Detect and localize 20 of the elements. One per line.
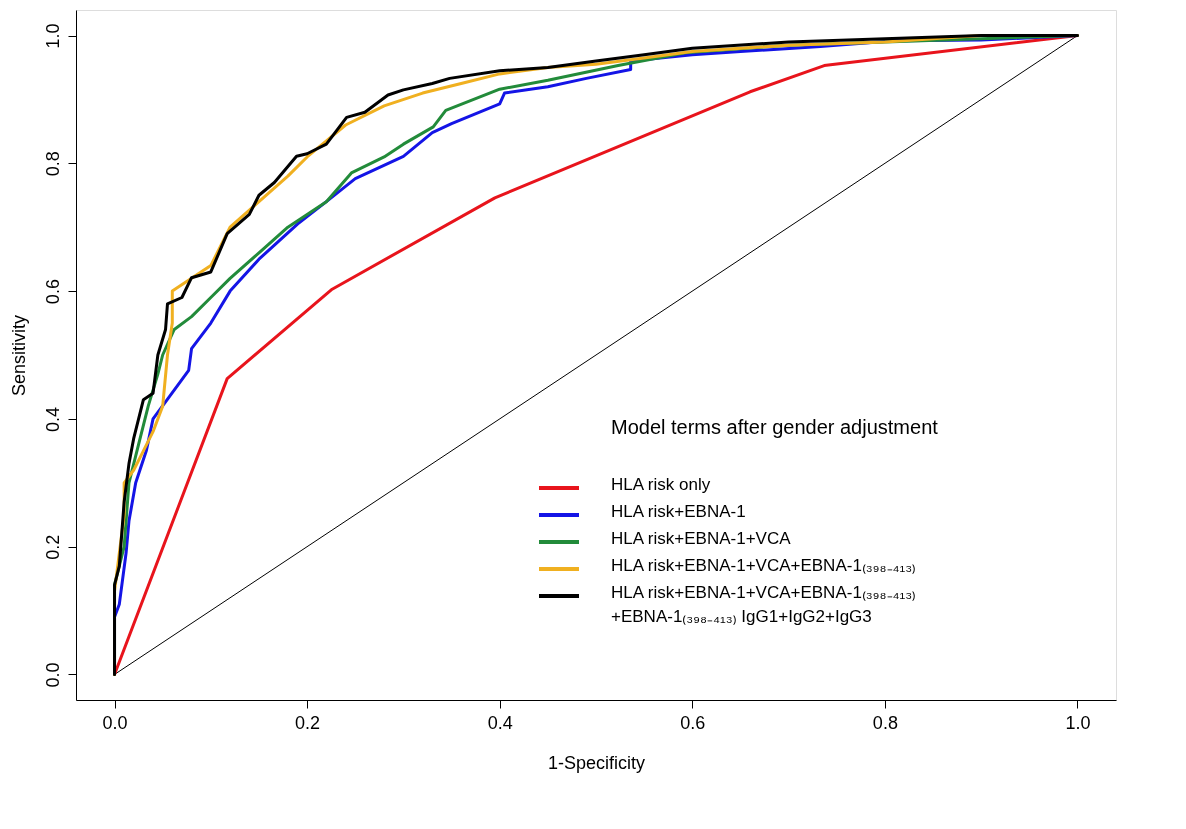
x-tick-label: 0.0 bbox=[102, 712, 128, 733]
legend-title: Model terms after gender adjustment bbox=[611, 416, 939, 438]
x-tick-label: 0.8 bbox=[872, 712, 898, 733]
x-tick-label: 0.2 bbox=[295, 712, 321, 733]
y-tick-label: 0.6 bbox=[42, 279, 63, 305]
legend-label: HLA risk+EBNA-1+VCA+EBNA-1₍₃₉₈₋₄₁₃₎ bbox=[611, 556, 917, 575]
y-tick-label: 0.8 bbox=[42, 151, 63, 177]
x-tick-label: 0.4 bbox=[487, 712, 513, 733]
legend-label: HLA risk+EBNA-1+VCA bbox=[611, 529, 792, 548]
legend-label: HLA risk+EBNA-1+VCA+EBNA-1₍₃₉₈₋₄₁₃₎ +EBNA-1₍₃₉₈₋₄₁₃₎ IgG1+IgG2+IgG3 bbox=[611, 583, 917, 626]
y-axis-title: Sensitivity bbox=[8, 314, 29, 397]
legend-label: HLA risk only bbox=[611, 475, 711, 494]
y-tick-label: 0.2 bbox=[42, 534, 63, 560]
y-tick-label: 0.0 bbox=[42, 662, 63, 688]
x-tick-label: 0.6 bbox=[680, 712, 706, 733]
y-tick-label: 0.4 bbox=[42, 406, 63, 432]
x-tick-label: 1.0 bbox=[1065, 712, 1091, 733]
legend-label: HLA risk+EBNA-1 bbox=[611, 502, 746, 521]
x-axis-title: 1-Specificity bbox=[547, 752, 646, 773]
y-tick-label: 1.0 bbox=[42, 23, 63, 49]
